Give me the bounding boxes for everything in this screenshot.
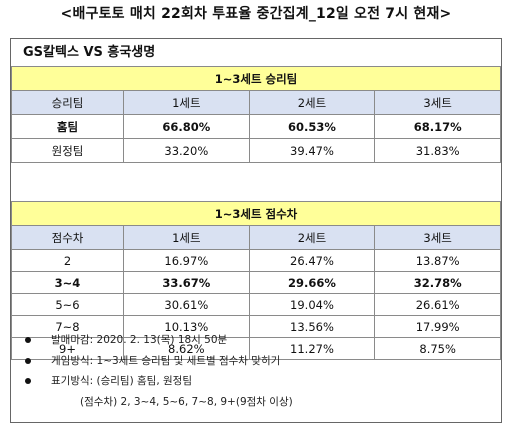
bullet-icon	[25, 357, 31, 364]
column-header: 1세트	[123, 90, 250, 115]
table-row: 5~6 30.61% 19.04% 26.61%	[11, 293, 501, 316]
column-header: 2세트	[248, 225, 376, 250]
bullet-icon	[25, 378, 31, 384]
note-text: 발매마감: 2020. 2. 13(목) 18시 50분	[51, 334, 228, 346]
column-header: 승리팀	[11, 90, 124, 115]
table-cell: 8.62%	[123, 337, 250, 360]
table-cell: 26.47%	[248, 249, 376, 272]
section-header-winner: 1~3세트 승리팀	[11, 66, 501, 91]
table-row: 9+ 8.62% 11.27% 8.75%	[11, 337, 501, 360]
row-label: 원정팀	[11, 138, 124, 163]
note-text: 게임방식: 1~3세트 승리팀 및 세트별 점수차 맞히기	[51, 354, 281, 367]
bullet-icon	[25, 337, 31, 343]
table-cell: 66.80%	[123, 114, 250, 139]
table-row-away: 원정팀 33.20% 39.47% 31.83%	[11, 138, 501, 163]
table-cell: 33.67%	[123, 271, 250, 294]
betting-rate-board: GS칼텍스 VS 흥국생명 1~3세트 승리팀 승리팀 1세트 2세트 3세트 …	[10, 38, 502, 423]
table-row: 2 16.97% 26.47% 13.87%	[11, 249, 501, 272]
table-cell: 39.47%	[248, 138, 376, 163]
column-header: 2세트	[248, 90, 376, 115]
table-cell: 13.87%	[374, 249, 501, 272]
note-method: 게임방식: 1~3세트 승리팀 및 세트별 점수차 맞히기	[11, 351, 501, 372]
table-row: 7~8 10.13% 13.56% 17.99%	[11, 315, 501, 338]
table-cell: 33.20%	[123, 138, 250, 163]
note-format-continued: (점수차) 2, 3~4, 5~6, 7~8, 9+(9점차 이상)	[11, 392, 501, 413]
row-label: 홈팀	[11, 114, 124, 139]
table-cell: 32.78%	[374, 271, 501, 294]
column-header-row: 승리팀 1세트 2세트 3세트	[11, 90, 501, 115]
table-cell: 11.27%	[248, 337, 376, 360]
row-label: 3~4	[11, 271, 124, 294]
section-header-score: 1~3세트 점수차	[11, 201, 501, 226]
table-row-home: 홈팀 66.80% 60.53% 68.17%	[11, 114, 501, 139]
note-format: 표기방식: (승리팀) 홈팀, 원정팀	[11, 371, 501, 392]
row-label: 9+	[11, 337, 124, 360]
table-cell: 60.53%	[248, 114, 376, 139]
page-title: <배구토토 매치 22회차 투표율 중간집계_12일 오전 7시 현재>	[60, 6, 452, 22]
note-text: 표기방식: (승리팀) 홈팀, 원정팀	[51, 375, 193, 387]
winner-table: 1~3세트 승리팀 승리팀 1세트 2세트 3세트 홈팀 66.80% 60.5…	[11, 66, 501, 163]
section-title-winner: 1~3세트 승리팀	[11, 66, 501, 91]
note-text: (점수차) 2, 3~4, 5~6, 7~8, 9+(9점차 이상)	[80, 395, 293, 408]
table-cell: 29.66%	[248, 271, 376, 294]
row-label: 2	[11, 249, 124, 272]
match-title: GS칼텍스 VS 흥국생명	[23, 45, 156, 60]
table-cell: 8.75%	[374, 337, 501, 360]
row-label: 5~6	[11, 293, 124, 316]
table-cell: 68.17%	[374, 114, 501, 139]
column-header: 점수차	[11, 225, 124, 250]
table-row: 3~4 33.67% 29.66% 32.78%	[11, 271, 501, 294]
column-header: 3세트	[374, 90, 501, 115]
score-diff-table: 1~3세트 점수차 점수차 1세트 2세트 3세트 2 16.97% 26.47…	[11, 201, 501, 360]
table-cell: 31.83%	[374, 138, 501, 163]
table-cell: 30.61%	[123, 293, 250, 316]
notes: 발매마감: 2020. 2. 13(목) 18시 50분 게임방식: 1~3세트…	[11, 330, 501, 412]
note-deadline: 발매마감: 2020. 2. 13(목) 18시 50분	[11, 330, 501, 351]
column-header: 3세트	[374, 225, 501, 250]
column-header: 1세트	[123, 225, 250, 250]
table-cell: 26.61%	[374, 293, 501, 316]
table-cell: 16.97%	[123, 249, 250, 272]
table-cell: 10.13%	[123, 315, 250, 338]
section-title-score: 1~3세트 점수차	[11, 201, 501, 226]
table-cell: 19.04%	[248, 293, 376, 316]
column-header-row: 점수차 1세트 2세트 3세트	[11, 225, 501, 250]
